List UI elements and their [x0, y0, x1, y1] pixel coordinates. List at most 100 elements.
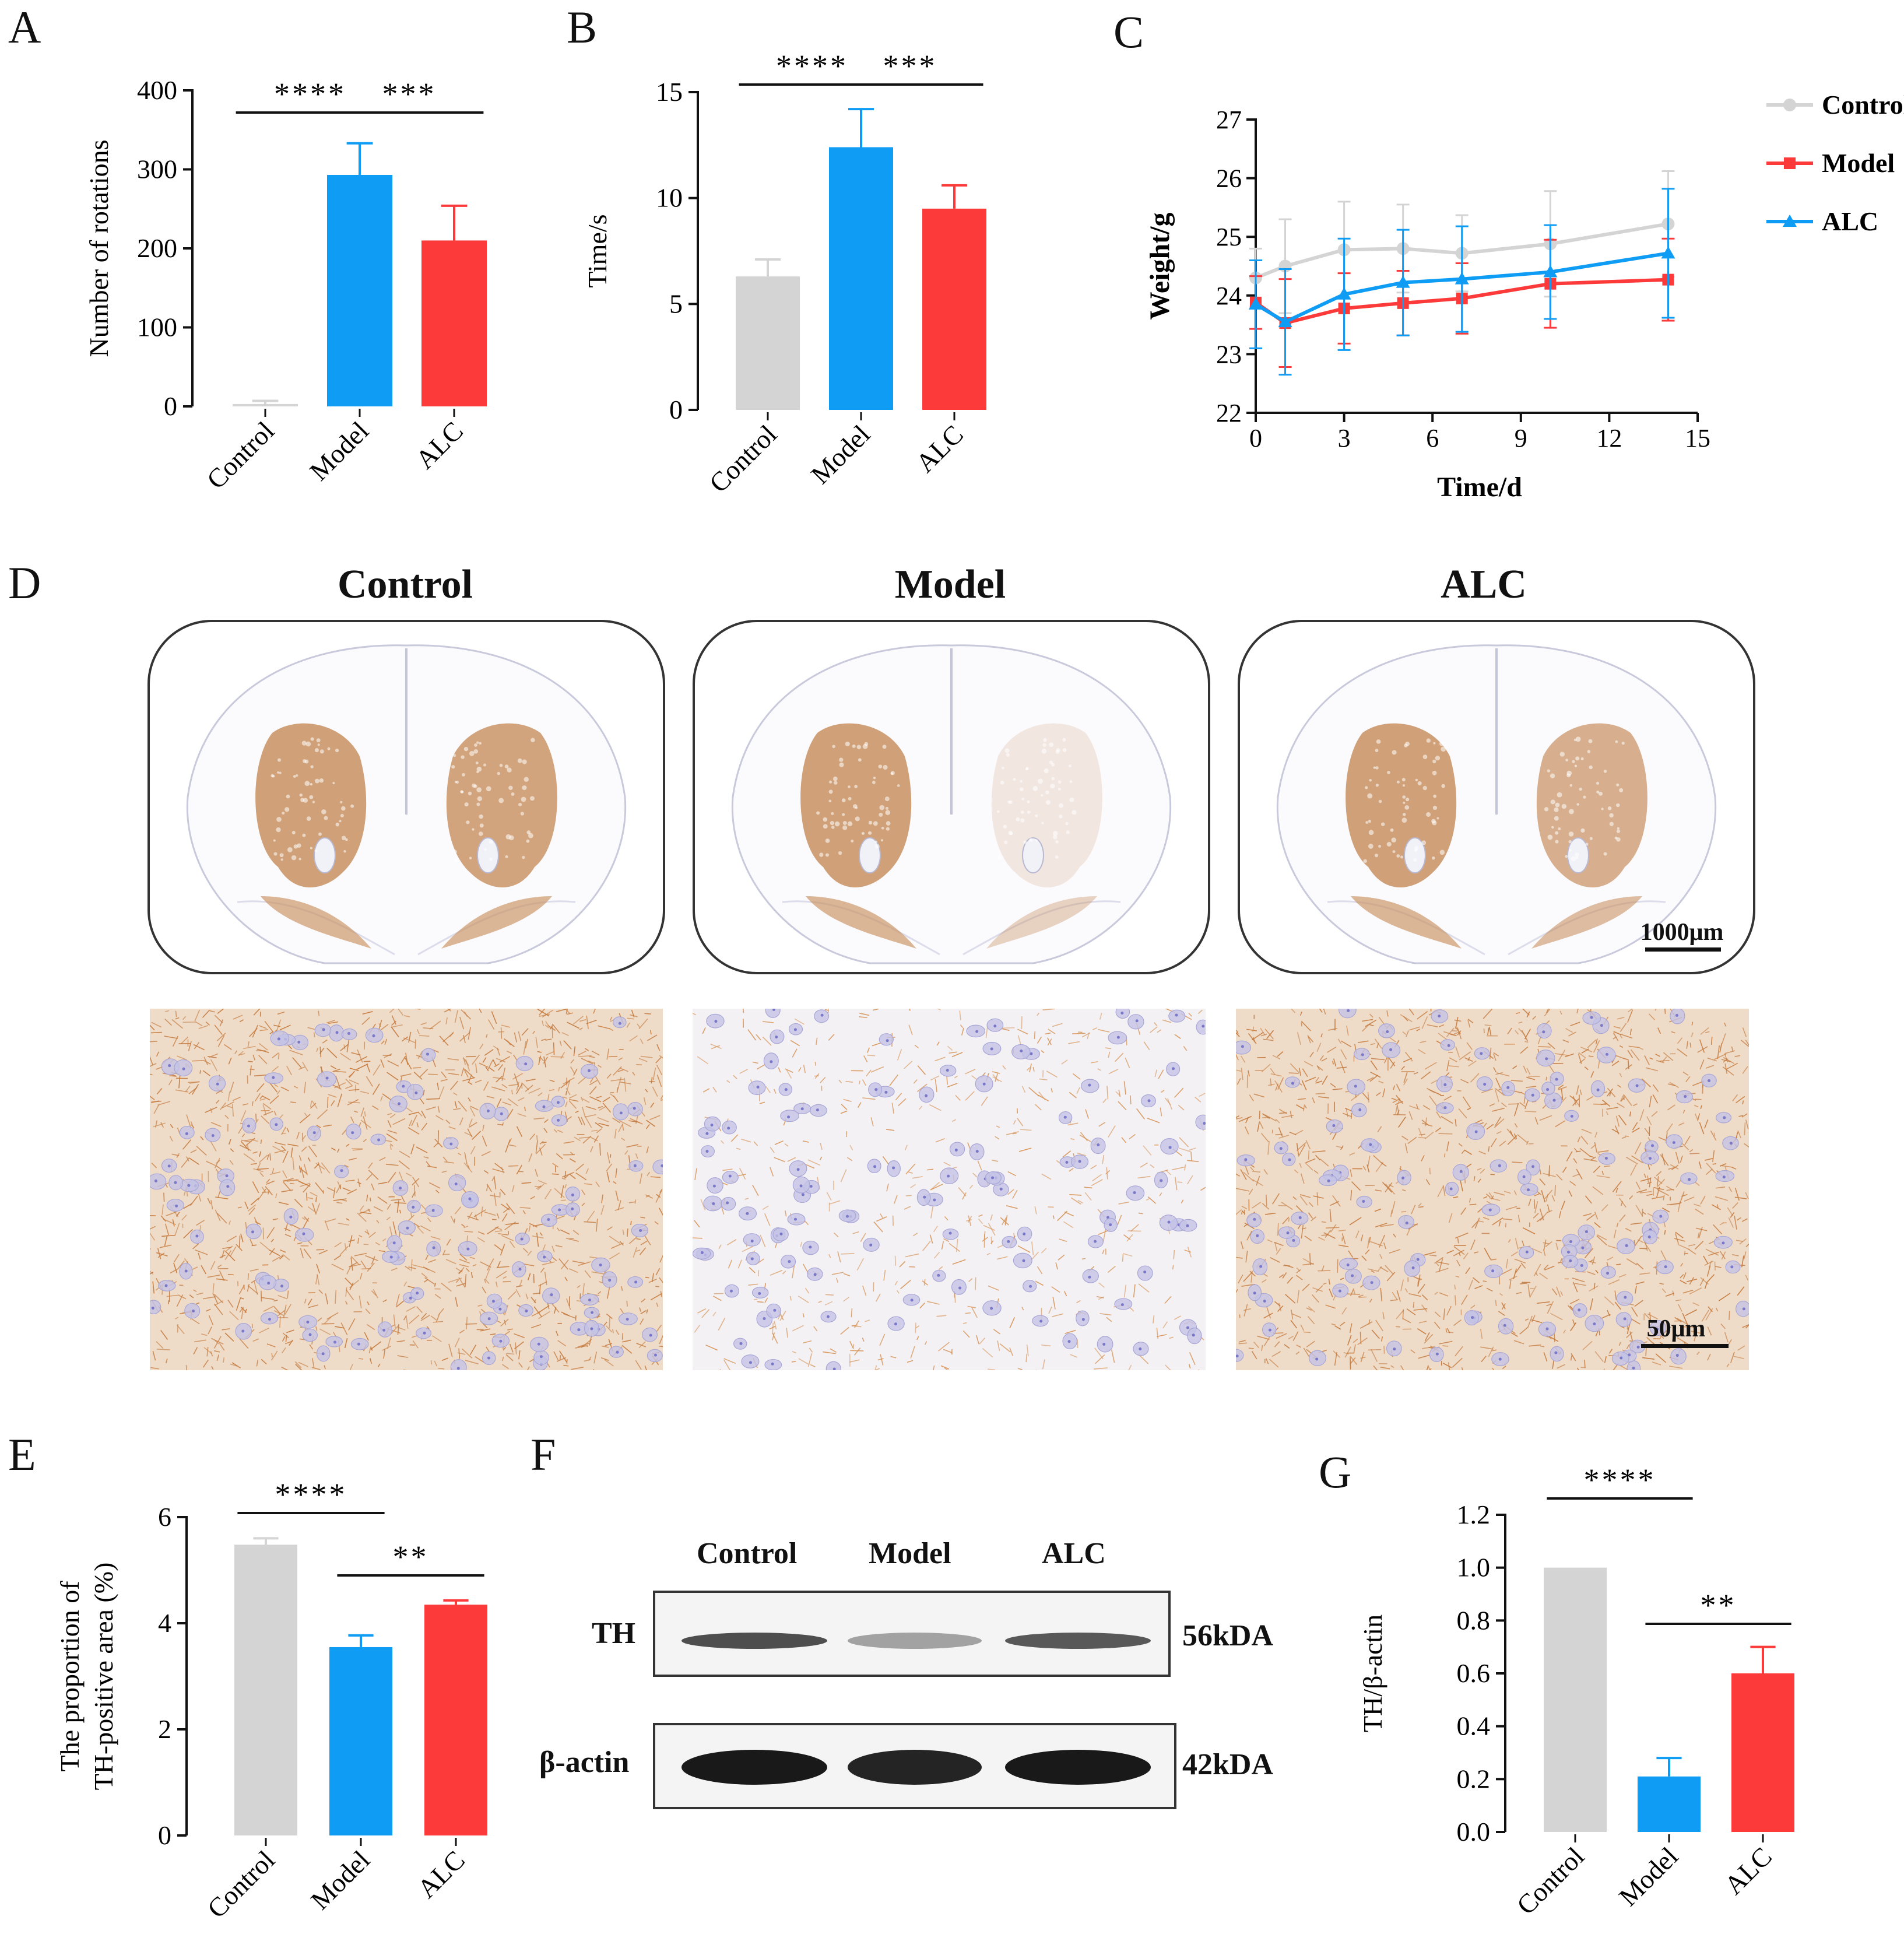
nucleolus [524, 1062, 528, 1066]
fiber [390, 1325, 399, 1335]
fiber [1130, 1224, 1139, 1232]
nucleolus [1338, 1289, 1341, 1293]
fiber [1495, 1077, 1501, 1089]
fiber [1572, 1173, 1580, 1177]
fiber [1436, 1111, 1441, 1119]
fiber [424, 1277, 435, 1285]
speckle [884, 796, 890, 802]
fiber [1699, 1122, 1705, 1135]
fiber [602, 1103, 612, 1113]
nucleolus [793, 1028, 797, 1031]
fiber [484, 1279, 490, 1284]
fiber [282, 1347, 286, 1353]
fiber [1637, 1239, 1644, 1243]
fiber [411, 1114, 417, 1126]
fiber [295, 1363, 302, 1370]
fiber [150, 1270, 154, 1275]
fiber [382, 1299, 387, 1303]
nucleolus [1525, 1250, 1529, 1254]
fiber [1349, 1152, 1355, 1156]
fiber [1169, 1336, 1174, 1339]
fiber [1105, 1047, 1111, 1050]
significance-label: *** [382, 76, 437, 111]
fiber [346, 1143, 350, 1147]
fiber [772, 1332, 775, 1340]
fiber [640, 1240, 648, 1245]
fiber [349, 1157, 357, 1161]
fiber [1302, 1258, 1314, 1265]
fiber [1248, 1070, 1250, 1077]
fiber [1617, 1103, 1625, 1108]
fiber [1745, 1119, 1749, 1129]
fiber [269, 1095, 279, 1104]
fiber [762, 1205, 769, 1210]
scale-bar-label-top: 1000μm [1640, 919, 1724, 946]
y-tick-label: 26 [1216, 164, 1242, 193]
nucleolus [639, 1229, 642, 1232]
fiber [205, 1021, 210, 1026]
speckle [1580, 828, 1585, 833]
fiber [1664, 1230, 1666, 1235]
fiber [927, 1168, 933, 1171]
fiber [345, 1079, 353, 1086]
fiber [581, 1189, 586, 1195]
speckle [833, 781, 838, 785]
fiber [978, 1214, 983, 1217]
fiber [1635, 1205, 1643, 1217]
fiber [651, 1077, 653, 1084]
fiber [1078, 1031, 1083, 1033]
fiber [160, 1122, 164, 1128]
nucleolus [590, 1327, 593, 1331]
speckle [1544, 807, 1549, 812]
fiber [760, 1234, 766, 1248]
fiber [1595, 1269, 1599, 1274]
fiber [403, 1015, 410, 1017]
fiber [1722, 1066, 1734, 1076]
fiber [1012, 1189, 1018, 1199]
fiber [322, 1039, 328, 1044]
nucleolus [1664, 1265, 1667, 1269]
fiber [1199, 1093, 1206, 1097]
fiber [448, 1343, 453, 1357]
fiber [1631, 1127, 1640, 1133]
nucleolus [167, 1164, 171, 1168]
fiber [1713, 1132, 1716, 1136]
fiber [459, 1264, 469, 1268]
fiber [1715, 1265, 1722, 1268]
fiber [1685, 1309, 1698, 1317]
bar-control [233, 403, 298, 406]
speckle [832, 745, 835, 749]
fiber [1704, 1282, 1708, 1289]
fiber [908, 1171, 913, 1174]
fiber [1502, 1218, 1513, 1220]
fiber [152, 1350, 156, 1361]
speckle [528, 833, 533, 838]
cell [150, 1300, 161, 1314]
fiber [1042, 1359, 1045, 1370]
fiber [1705, 1065, 1715, 1069]
fiber [1020, 1129, 1032, 1131]
fiber [1615, 1115, 1620, 1127]
fiber [1072, 1073, 1081, 1080]
fiber [541, 1038, 546, 1041]
fiber [1383, 1242, 1386, 1249]
fiber [1495, 1072, 1503, 1075]
fiber [1446, 1141, 1449, 1152]
fiber [577, 1343, 589, 1347]
fiber [1741, 1040, 1749, 1047]
fiber [420, 1022, 427, 1026]
blot-band [681, 1633, 827, 1649]
fiber [1297, 1032, 1301, 1045]
fiber [1341, 1307, 1347, 1315]
fiber [561, 1171, 575, 1178]
fiber [1675, 1233, 1679, 1244]
fiber [1561, 1201, 1565, 1210]
fiber [1441, 1116, 1453, 1124]
fiber [397, 1355, 409, 1358]
nucleolus [1186, 1224, 1189, 1227]
nucleolus [1253, 1217, 1256, 1221]
fiber [1393, 1233, 1396, 1238]
fiber [876, 1216, 887, 1222]
fiber [538, 1057, 541, 1061]
fiber [1123, 1284, 1127, 1298]
